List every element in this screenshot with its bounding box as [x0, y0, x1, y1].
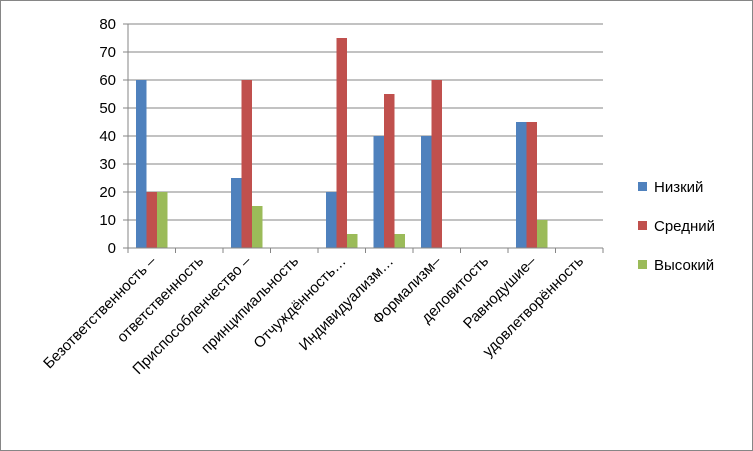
- y-tick-label: 80: [99, 16, 116, 33]
- y-tick-label: 0: [108, 240, 116, 257]
- bar-low: [516, 122, 527, 248]
- y-tick-label: 20: [99, 184, 116, 201]
- bar-high: [394, 234, 405, 248]
- bars: [136, 38, 548, 248]
- legend-swatch: [638, 182, 647, 191]
- bar-high: [157, 192, 168, 248]
- bar-medium: [431, 80, 442, 248]
- legend-swatch: [638, 221, 647, 230]
- bar-low: [373, 136, 384, 248]
- bar-low: [136, 80, 147, 248]
- bar-high: [347, 234, 358, 248]
- legend-label: Высокий: [654, 257, 714, 274]
- y-tick-label: 70: [99, 44, 116, 61]
- bar-medium: [384, 94, 395, 248]
- y-tick-label: 10: [99, 212, 116, 229]
- y-tick-label: 40: [99, 128, 116, 145]
- axes: [127, 24, 604, 253]
- y-tick-label: 50: [99, 100, 116, 117]
- bar-low: [421, 136, 432, 248]
- x-tick-label: ответственность: [114, 253, 207, 346]
- y-axis-tick-labels: 0 10 20 30 40 50 60 70 80: [99, 16, 116, 257]
- legend-label: Средний: [654, 218, 715, 235]
- bar-high: [537, 220, 548, 248]
- bar-high: [252, 206, 263, 248]
- bar-medium: [526, 122, 537, 248]
- bar-low: [326, 192, 337, 248]
- legend-label: Низкий: [654, 179, 703, 196]
- legend-swatch: [638, 260, 647, 269]
- y-tick-label: 30: [99, 156, 116, 173]
- bar-medium: [241, 80, 252, 248]
- bar-low: [231, 178, 242, 248]
- x-axis-tick-labels: Безответственность –ответственностьПрисп…: [40, 252, 587, 378]
- y-tick-label: 60: [99, 72, 116, 89]
- bar-medium: [336, 38, 347, 248]
- legend: Низкий Средний Высокий: [638, 179, 715, 274]
- bar-medium: [146, 192, 157, 248]
